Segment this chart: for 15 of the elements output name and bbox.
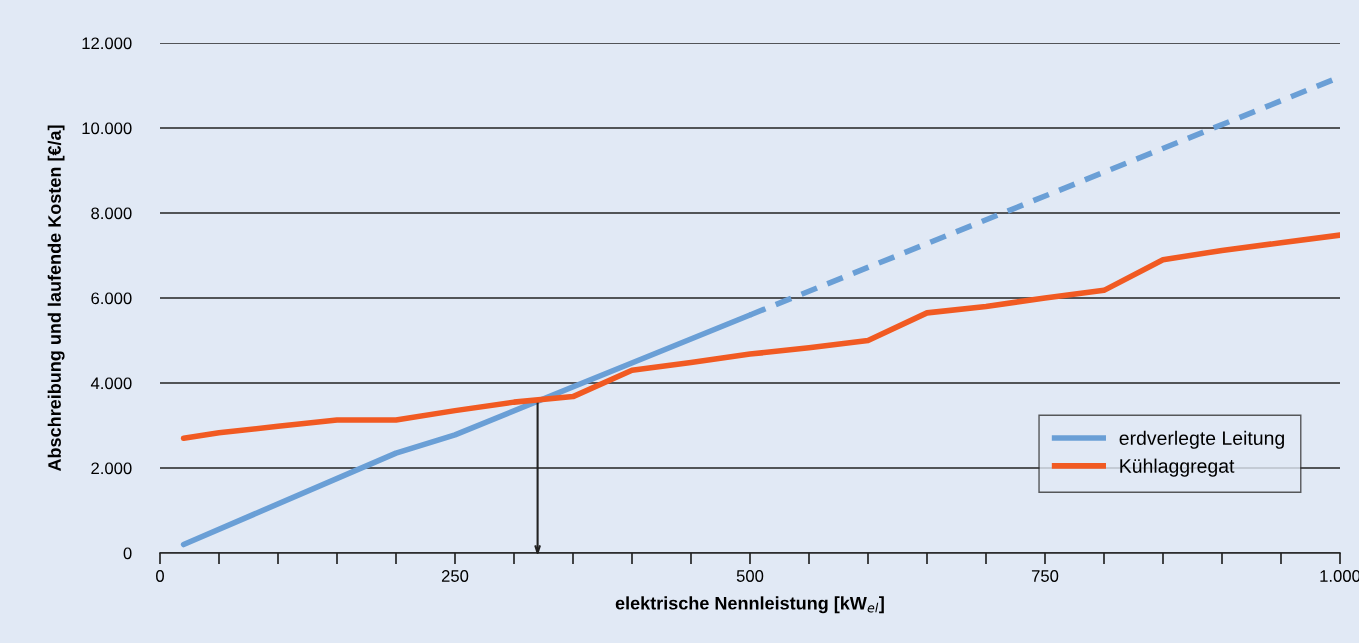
y-axis-title: Abschreibung und laufende Kosten [€/a] [47, 125, 65, 472]
y-tick-label: 8.000 [91, 207, 132, 220]
x-tick-label: 500 [736, 570, 764, 582]
y-tick-label: 0 [123, 547, 132, 560]
y-tick-label: 4.000 [90, 377, 132, 390]
x-axis-title: elektrische Nennleistung [kW$_{el}$] [615, 596, 884, 614]
y-tick-label: 12.000 [82, 37, 132, 50]
x-tick-label: 250 [441, 570, 469, 582]
y-tick-label: 10.000 [82, 122, 132, 135]
legend-label: erdverlegte Leitung [1119, 430, 1284, 449]
x-tick-label: 750 [1031, 570, 1059, 582]
x-tick-label: 0 [156, 570, 164, 582]
y-tick-label: 6.000 [91, 292, 132, 305]
legend-label: Kühlaggregat [1120, 458, 1235, 477]
y-tick-label: 2.000 [91, 462, 132, 475]
